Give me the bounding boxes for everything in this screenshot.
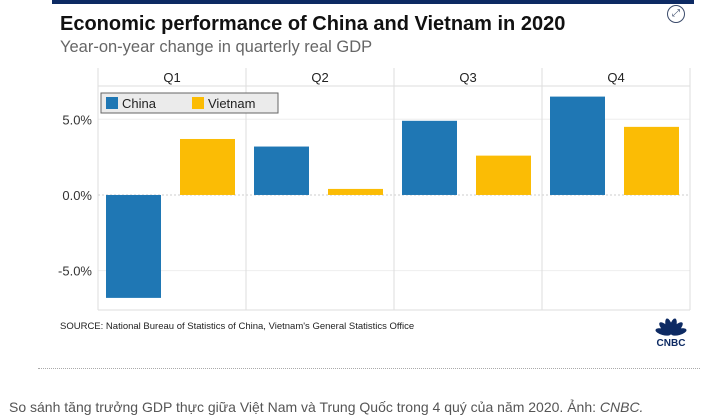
caption-text: So sánh tăng trưởng GDP thực giữa Việt N… — [9, 399, 600, 415]
bar-vietnam-q4 — [624, 126, 679, 195]
chart-subtitle: Year-on-year change in quarterly real GD… — [60, 38, 373, 56]
category-label: Q1 — [163, 70, 180, 85]
caption-credit: CNBC. — [599, 399, 644, 415]
bar-china-q2 — [254, 146, 309, 195]
bar-china-q3 — [402, 120, 457, 195]
cnbc-logo-feather — [670, 328, 687, 336]
category-label: Q4 — [607, 70, 624, 85]
bar-china-q4 — [550, 96, 605, 195]
bar-china-q1 — [106, 194, 161, 298]
category-label: Q2 — [311, 70, 328, 85]
top-bar — [52, 0, 694, 4]
y-tick-label: 5.0% — [62, 112, 92, 127]
divider — [38, 368, 700, 369]
chart-title: Economic performance of China and Vietna… — [60, 13, 566, 35]
y-tick-label: 0.0% — [62, 188, 92, 203]
bar-vietnam-q3 — [476, 155, 531, 195]
legend-swatch-china — [106, 97, 118, 109]
category-label: Q3 — [459, 70, 476, 85]
image-caption: So sánh tăng trưởng GDP thực giữa Việt N… — [9, 399, 643, 415]
legend-box — [100, 92, 279, 114]
source-note: SOURCE: National Bureau of Statistics of… — [60, 321, 415, 332]
legend-label-vietnam: Vietnam — [208, 96, 255, 111]
y-tick-label: -5.0% — [58, 264, 92, 279]
cnbc-logo-text: CNBC — [657, 338, 686, 349]
bar-vietnam-q2 — [328, 188, 383, 195]
bar-vietnam-q1 — [180, 138, 235, 195]
legend-swatch-vietnam — [192, 97, 204, 109]
legend-label-china: China — [122, 96, 157, 111]
expand-icon[interactable]: ⤢ — [667, 5, 685, 23]
